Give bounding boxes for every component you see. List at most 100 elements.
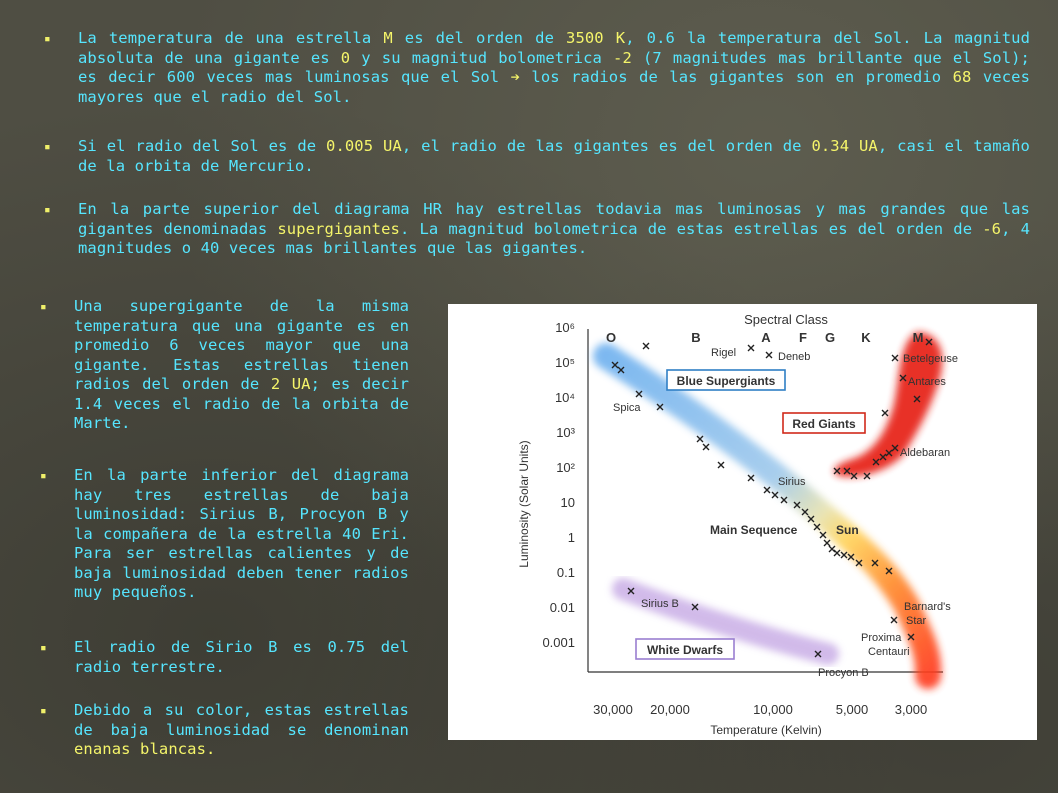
paragraph-text: , 4 magnitudes o 40 veces mas brillantes… xyxy=(78,219,1031,258)
star-label-deneb: Deneb xyxy=(778,351,810,363)
star-marker xyxy=(702,443,710,451)
star-label-star: Star xyxy=(906,615,927,627)
y-tick-label: 1 xyxy=(568,530,575,545)
paragraph-text: En la parte superior del diagrama HR hay… xyxy=(78,200,1030,238)
paragraph-supergiants: ▪ En la parte superior del diagrama HR ha… xyxy=(44,200,1031,259)
highlight-text: 2 UA xyxy=(270,375,311,393)
highlight-text: 68 xyxy=(952,68,972,86)
y-tick-label: 10² xyxy=(556,460,575,475)
white-dwarf-band xyxy=(612,578,839,665)
paragraph-text: La temperatura de una estrella xyxy=(78,29,384,47)
star-marker xyxy=(855,559,863,567)
highlight-text: 0.34 UA xyxy=(811,137,878,155)
paragraph-text: y su magnitud bolometrica xyxy=(350,48,614,67)
highlight-text: 0 xyxy=(340,48,351,67)
star-marker xyxy=(872,458,880,466)
highlight-text: M xyxy=(383,29,393,47)
paragraph-text: es del orden de xyxy=(392,29,567,47)
bullet-icon: ▪ xyxy=(44,203,51,216)
y-tick-label: 10 xyxy=(561,495,575,510)
paragraph-supergiant-radius: ▪ Una supergigante de la misma temperatur… xyxy=(40,297,409,434)
star-marker xyxy=(847,553,855,561)
spectral-class-a: A xyxy=(761,330,771,345)
y-tick-label: 0.001 xyxy=(542,635,575,650)
star-marker xyxy=(642,342,650,350)
star-marker xyxy=(617,366,625,374)
spectral-classes: O B A F G K M xyxy=(606,330,923,345)
bullet-icon: ▪ xyxy=(44,32,51,45)
white-dwarfs-box xyxy=(635,638,735,660)
star-label-proxima: Proxima xyxy=(861,632,902,644)
red-giants-box xyxy=(782,412,866,434)
paragraph-text: El radio de Sirio B es 0.75 del radio te… xyxy=(74,638,409,676)
x-tick-label: 10,000 xyxy=(753,702,793,717)
x-tick-label: 3,000 xyxy=(895,702,928,717)
y-tick-labels: 10⁶ 10⁵ 10⁴ 10³ 10² 10 1 0.1 0.01 0.001 xyxy=(542,320,575,650)
star-marker xyxy=(807,515,815,523)
star-marker xyxy=(763,486,771,494)
main-sequence-band xyxy=(593,343,942,689)
paragraph-text: Una supergigante de la misma temperatura… xyxy=(74,297,409,393)
x-tick-label: 30,000 xyxy=(593,702,633,717)
star-marker xyxy=(863,472,871,480)
star-marker xyxy=(635,390,643,398)
star-marker xyxy=(814,650,822,658)
star-labels: Rigel Deneb Betelgeuse Antares Spica Ald… xyxy=(613,347,958,679)
bullet-icon: ▪ xyxy=(44,140,51,153)
star-marker xyxy=(843,467,851,475)
blue-supergiants-label: Blue Supergiants xyxy=(677,374,776,388)
star-label-spica: Spica xyxy=(613,402,641,414)
paragraph-text: En la parte inferior del diagrama hay tr… xyxy=(74,466,409,601)
white-dwarfs-label: White Dwarfs xyxy=(647,643,723,657)
star-marker xyxy=(747,474,755,482)
highlight-text: 3500 K xyxy=(566,29,626,47)
star-marker xyxy=(833,467,841,475)
paragraph-sirius-b-radius: ▪ El radio de Sirio B es 0.75 del radio t… xyxy=(40,638,409,677)
star-label-aldebaran: Aldebaran xyxy=(900,447,950,459)
spectral-class-g: G xyxy=(825,330,835,345)
highlight-text: 0.005 UA xyxy=(326,137,402,155)
paragraph-text: . La magnitud bolometrica de estas estre… xyxy=(399,219,983,238)
star-marker xyxy=(691,603,699,611)
star-marker xyxy=(656,403,664,411)
x-tick-label: 20,000 xyxy=(650,702,690,717)
star-marker xyxy=(833,549,841,557)
spectral-class-k: K xyxy=(861,330,871,345)
star-label-sirius-b: Sirius B xyxy=(641,598,679,610)
star-marker xyxy=(913,395,921,403)
blue-supergiants-box xyxy=(666,369,786,391)
red-giants-region xyxy=(834,332,943,477)
star-marker xyxy=(627,587,635,595)
y-tick-label: 10³ xyxy=(556,425,575,440)
star-marker xyxy=(891,444,899,452)
highlight-text: -6 xyxy=(982,219,1002,238)
y-axis-label: Luminosity (Solar Units) xyxy=(517,440,531,567)
paragraph-text: ; es decir 1.4 veces el radio de la orbi… xyxy=(74,375,409,432)
star-marker xyxy=(780,496,788,504)
paragraph-text: Si el radio del Sol es de xyxy=(78,137,327,155)
star-marker xyxy=(747,344,755,352)
bullet-icon: ▪ xyxy=(40,641,47,654)
paragraph-white-dwarfs: ▪ Debido a su color, estas estrellas de b… xyxy=(40,701,409,760)
star-marker xyxy=(717,461,725,469)
star-label-rigel: Rigel xyxy=(711,347,736,359)
paragraph-text: Debido a su color, estas estrellas de ba… xyxy=(74,701,409,739)
star-label-sirius: Sirius xyxy=(778,476,806,488)
x-tick-label: 5,000 xyxy=(836,702,869,717)
star-marker xyxy=(907,633,915,641)
star-marker xyxy=(801,508,809,516)
y-tick-label: 0.1 xyxy=(557,565,575,580)
star-label-procyon-b: Procyon B xyxy=(818,667,869,679)
bullet-icon: ▪ xyxy=(40,300,47,313)
star-marker xyxy=(885,449,893,457)
paragraph-text: , casi el tamaño de la orbita de Mercuri… xyxy=(78,137,1030,175)
star-marker xyxy=(840,551,848,559)
paragraph-low-luminosity: ▪ En la parte inferior del diagrama hay t… xyxy=(40,466,409,603)
main-sequence-label: Main Sequence xyxy=(710,523,798,537)
x-tick-labels: 30,000 20,000 10,000 5,000 3,000 xyxy=(593,702,927,717)
star-label-centauri: Centauri xyxy=(868,646,910,658)
star-marker xyxy=(765,351,773,359)
spectral-class-m: M xyxy=(913,330,924,345)
sun-label: Sun xyxy=(836,523,859,537)
y-tick-label: 10⁵ xyxy=(555,355,575,370)
